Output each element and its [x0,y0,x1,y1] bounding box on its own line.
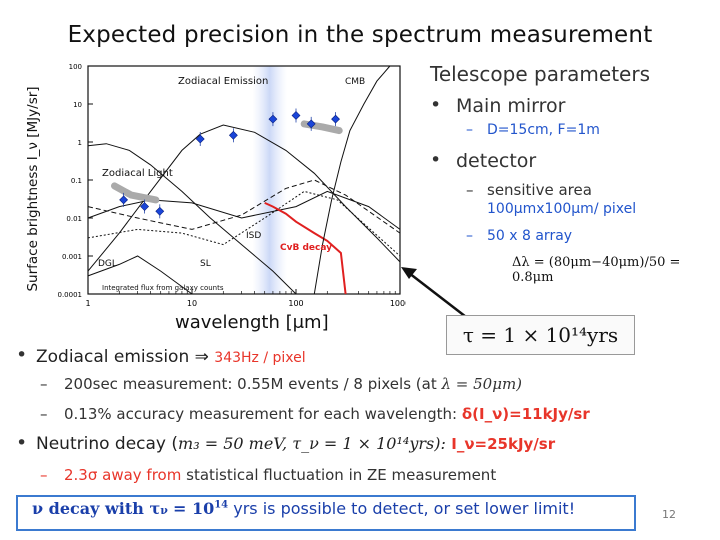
sub-bullet-1: 200sec measurement: 0.55M events / 8 pix… [64,375,523,393]
main-mirror-label: Main mirror [456,95,566,117]
chart-annotation: CvB decay [280,243,332,253]
dash-icon: – [466,122,473,138]
chart-annotation: ISD [246,231,261,241]
sl-curve [87,255,193,295]
bullet-icon: • [430,94,442,116]
dash-icon: – [40,466,48,484]
series-line [313,65,391,295]
delta-lambda-formula: Δλ = (80μm−40μm)/50 = 0.8μm [512,255,681,285]
data-point [306,119,316,129]
chart-annotation: SL [200,259,211,269]
galaxy-counts-curve [87,190,401,230]
chart-annotation: Zodiacal Emission [178,76,268,87]
array-spec: 50 x 8 array [487,228,573,244]
data-point [268,114,278,124]
mirror-spec: D=15cm, F=1m [487,122,600,138]
x-tick-label: 1000 [390,299,406,308]
chart-annotation: CMB [345,77,365,87]
page-number: 12 [662,508,676,521]
dash-icon: – [40,375,48,393]
bullet-icon: • [16,432,28,454]
slide-title: Expected precision in the spectrum measu… [67,22,653,48]
x-tick-label: 10 [187,299,197,308]
y-tick-label: 100 [69,63,82,71]
y-axis-label: Surface brightness I_ν [MJy/sr] [25,86,41,292]
sensitive-area-value: 100μmx100μm/ pixel [487,201,637,217]
dash-icon: – [466,181,474,199]
x-tick-label: 100 [288,299,303,308]
telescope-heading: Telescope parameters [430,62,650,86]
detector-label: detector [456,150,537,172]
y-tick-label: 0.0001 [58,291,83,299]
chart-annotation: Integrated flux from galaxy counts [102,284,224,292]
pointer-arrow [401,267,471,321]
dash-icon: – [40,405,48,423]
ze-line: Zodiacal emission ⇒ 343Hz / pixel [36,347,306,367]
conclusion-text: ν decay with τν = 1014 yrs is possible t… [32,499,576,518]
y-tick-label: 0.1 [71,177,82,185]
isd-curve [87,179,401,234]
plot-frame [87,65,401,295]
zodiacal-light-curve [87,143,297,295]
conclusion-box [16,495,636,531]
chart-annotation: Zodiacal Light [102,168,173,179]
bullet-icon: • [430,149,442,171]
x-axis-label: wavelength [μm] [175,312,329,333]
data-point [195,134,205,144]
sub-bullet-2: 0.13% accuracy measurement for each wave… [64,405,590,423]
gray-data-band [111,182,160,204]
nd-line: Neutrino decay (m₃ = 50 meV, τ_ν = 1 × 1… [36,434,556,454]
data-point [228,130,238,140]
dgl-curve [87,190,401,257]
x-tick-label: 1 [85,299,90,308]
y-tick-label: 0.01 [66,215,82,223]
sub-bullet-3: 2.3σ away from statistical fluctuation i… [64,466,497,484]
tau-box: τ = 1 × 10¹⁴yrs [446,315,635,355]
measurement-band [252,66,288,294]
data-point [331,114,340,124]
series-line [264,201,347,295]
chart-annotation: DGL [98,259,117,269]
y-tick-label: 0.001 [62,253,82,261]
y-tick-label: 10 [73,101,82,109]
data-point [291,111,301,120]
data-point [140,202,150,211]
data-point [119,195,129,205]
sensitive-area-label: sensitive area [487,181,592,199]
y-tick-label: 1 [78,139,82,147]
data-point [155,206,165,216]
bullet-icon: • [16,344,28,366]
spectrum-chart: 1 10 100 1000 100 10 1 0.1 0.01 0.001 0.0001 Zodiac… [58,63,407,308]
dash-icon: – [466,228,473,244]
